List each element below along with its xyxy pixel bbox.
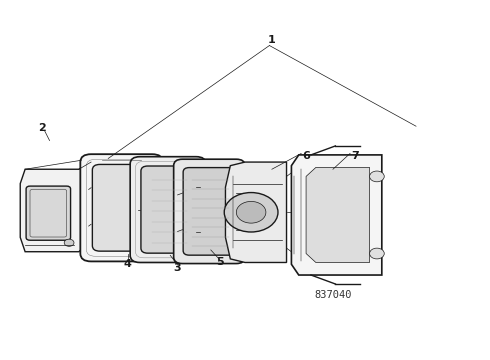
FancyBboxPatch shape [130, 157, 206, 262]
Text: 7: 7 [351, 150, 359, 161]
Circle shape [64, 239, 74, 246]
FancyBboxPatch shape [141, 166, 195, 253]
FancyBboxPatch shape [173, 159, 245, 264]
Text: 1: 1 [268, 35, 276, 45]
FancyBboxPatch shape [80, 154, 163, 261]
Text: 6: 6 [302, 150, 310, 161]
Text: 3: 3 [174, 263, 181, 273]
Polygon shape [306, 167, 369, 262]
Circle shape [224, 193, 278, 232]
FancyBboxPatch shape [26, 186, 71, 240]
Text: 2: 2 [38, 123, 46, 133]
Circle shape [369, 248, 384, 259]
Polygon shape [292, 155, 382, 275]
Polygon shape [20, 162, 91, 252]
Text: 5: 5 [216, 257, 223, 267]
Circle shape [369, 171, 384, 182]
FancyBboxPatch shape [183, 168, 236, 255]
Circle shape [236, 202, 266, 223]
FancyBboxPatch shape [92, 165, 151, 251]
Text: 4: 4 [124, 259, 132, 269]
Polygon shape [225, 162, 287, 262]
Text: 837040: 837040 [314, 290, 352, 300]
